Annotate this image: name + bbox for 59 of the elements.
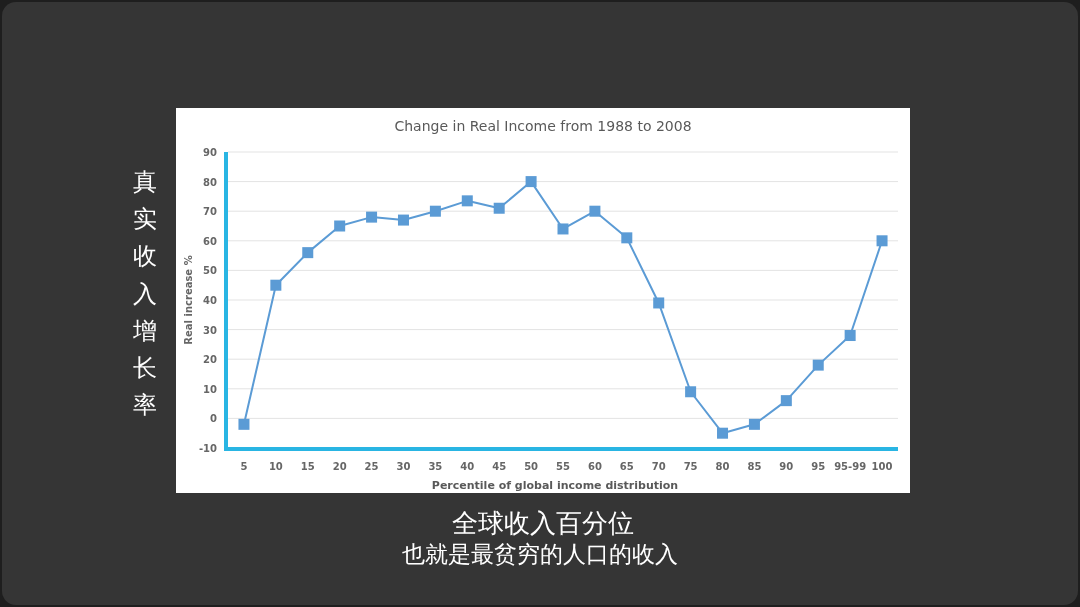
point bbox=[557, 223, 569, 235]
y-tick-label: 20 bbox=[203, 354, 218, 366]
x-tick-label: 95-99 bbox=[834, 461, 867, 472]
x-tick-label: 60 bbox=[587, 461, 602, 472]
point bbox=[812, 359, 824, 371]
point bbox=[685, 386, 697, 398]
y-tick-label: 90 bbox=[203, 147, 218, 158]
x-tick-label: 35 bbox=[428, 461, 443, 472]
x-axis-title: Percentile of global income distribution bbox=[431, 479, 679, 492]
x-tick-label: 40 bbox=[460, 461, 475, 472]
point bbox=[238, 418, 250, 430]
point bbox=[429, 205, 441, 217]
x-tick-label: 10 bbox=[268, 461, 283, 472]
y-axis-title: Real increase % bbox=[183, 255, 194, 345]
text: 真实收入增长率 bbox=[132, 168, 157, 420]
point bbox=[366, 211, 378, 223]
x-tick-label: 65 bbox=[619, 461, 634, 472]
x-tick-label: 95 bbox=[811, 461, 826, 472]
point bbox=[334, 220, 346, 232]
x-tick-label: 90 bbox=[779, 461, 794, 472]
point bbox=[461, 195, 473, 207]
y-tick-label: -10 bbox=[198, 443, 218, 454]
point bbox=[653, 297, 665, 309]
point bbox=[876, 235, 888, 247]
point bbox=[748, 418, 760, 430]
text: 也就是最贫穷的人口的收入 bbox=[402, 541, 678, 567]
point bbox=[621, 232, 633, 244]
x-tick-label: 30 bbox=[396, 461, 411, 472]
x-tick-label: 45 bbox=[492, 461, 507, 472]
x-tick-label: 70 bbox=[651, 461, 666, 472]
y-tick-label: 0 bbox=[210, 413, 218, 425]
x-tick-label: 75 bbox=[683, 461, 698, 472]
x-tick-label: 55 bbox=[556, 461, 570, 472]
y-tick-label: 40 bbox=[203, 295, 218, 306]
x-tick-label: 15 bbox=[300, 461, 315, 472]
x-tick-label: 100 bbox=[871, 461, 893, 472]
point bbox=[780, 395, 792, 407]
y-tick-label: 30 bbox=[203, 324, 218, 336]
text: 全球收入百分位 bbox=[452, 508, 634, 538]
y-tick-label: 50 bbox=[203, 265, 218, 277]
y-tick-label: 60 bbox=[203, 235, 218, 247]
y-tick-label: 70 bbox=[203, 206, 218, 218]
x-tick-label: 80 bbox=[715, 461, 730, 472]
x-tick-label: 25 bbox=[364, 461, 379, 472]
point bbox=[717, 427, 729, 439]
point bbox=[302, 247, 314, 259]
x-tick-label: 5 bbox=[240, 461, 248, 472]
point bbox=[844, 330, 856, 342]
point bbox=[493, 202, 505, 214]
point bbox=[589, 205, 601, 217]
y-tick-label: 10 bbox=[203, 383, 218, 395]
x-tick-label: 85 bbox=[747, 461, 762, 472]
y-tick-label: 80 bbox=[203, 176, 218, 188]
point bbox=[525, 176, 537, 188]
x-tick-label: 20 bbox=[332, 461, 347, 472]
chart-title: Change in Real Income from 1988 to 2008 bbox=[394, 118, 692, 134]
x-tick-label: 50 bbox=[524, 461, 539, 472]
point bbox=[397, 214, 409, 226]
point bbox=[270, 279, 282, 291]
